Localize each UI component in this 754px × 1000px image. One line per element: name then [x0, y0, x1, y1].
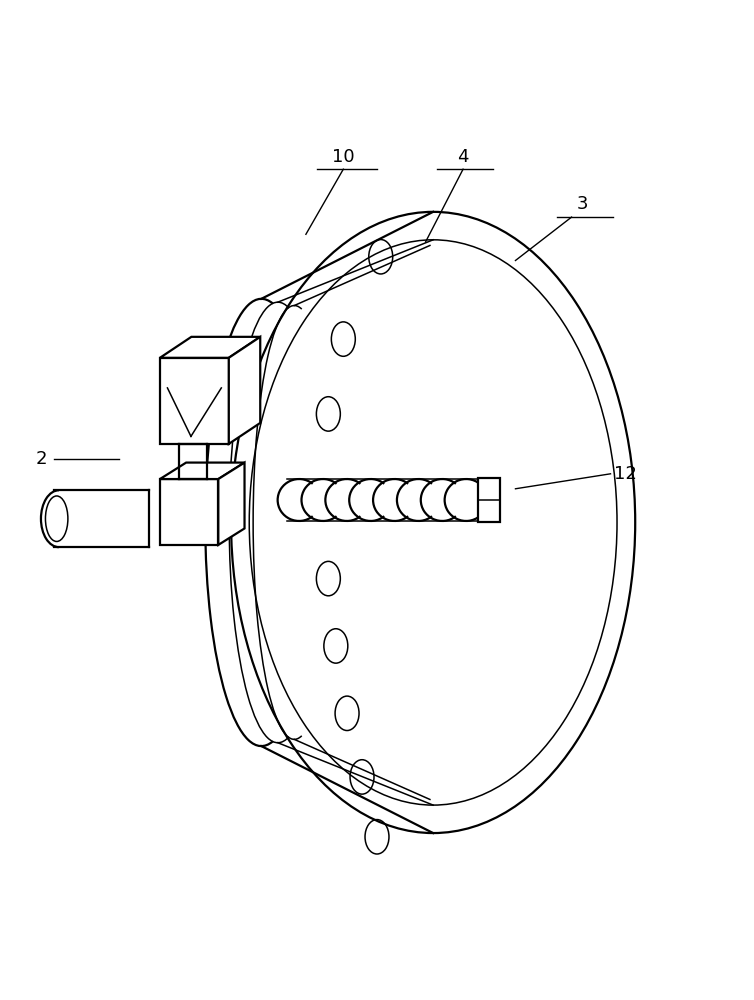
Polygon shape: [219, 463, 244, 545]
Text: 10: 10: [332, 148, 354, 166]
Bar: [160, 479, 219, 545]
Text: 3: 3: [577, 195, 589, 213]
Text: 4: 4: [458, 148, 469, 166]
FancyBboxPatch shape: [478, 478, 501, 522]
Polygon shape: [160, 463, 244, 479]
Text: 12: 12: [614, 465, 637, 483]
Polygon shape: [228, 337, 260, 444]
Bar: [160, 358, 228, 444]
Text: 2: 2: [36, 450, 48, 468]
Polygon shape: [160, 337, 260, 358]
